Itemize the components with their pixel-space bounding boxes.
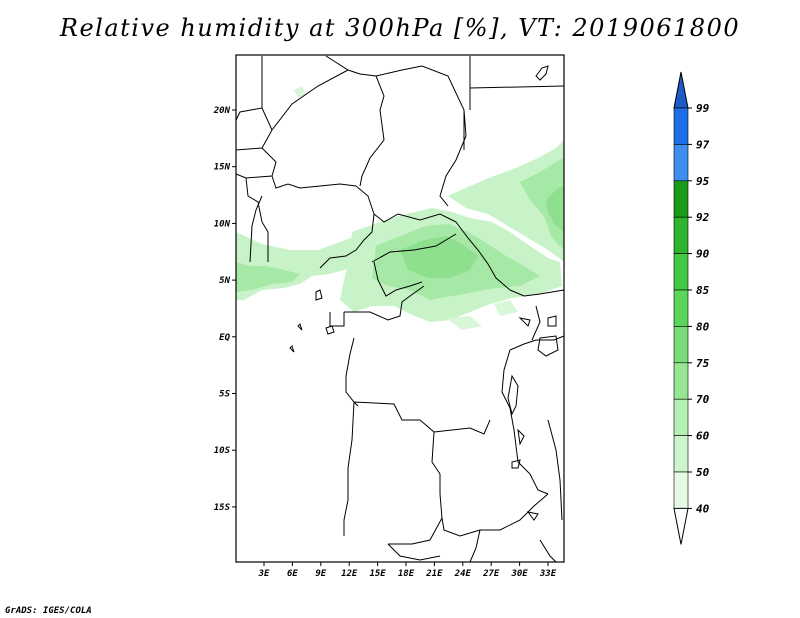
lon-label: 9E [315,569,326,579]
lon-label: 27E [482,569,500,579]
country-borders [235,55,565,563]
colorbar-swatch [673,362,689,400]
lon-label: 18E [398,569,415,579]
colorbar-swatch [673,326,689,364]
lat-label: 15S [214,503,231,513]
colorbar-label: 70 [696,393,710,406]
lon-label: 33E [539,569,557,579]
lon-label: 15E [369,569,386,579]
latitude-axis: 20N 15N 10N 5N EQ 5S 10S 15S [213,106,236,513]
colorbar-swatch [673,398,689,436]
colorbar: 99 97 95 92 90 85 80 75 70 60 50 40 [673,71,710,545]
colorbar-swatch [673,289,689,327]
colorbar-bottom-arrow [673,507,689,545]
lat-label: 10N [214,219,231,229]
colorbar-swatch [673,471,689,509]
humidity-area-northeast-core [520,158,564,250]
lat-label: 20N [213,106,231,116]
lon-label: 21E [425,569,443,579]
colorbar-label: 85 [696,284,710,297]
colorbar-swatch [673,107,689,145]
lon-label: 6E [287,569,298,579]
lakes-islands [289,65,559,521]
lat-label: 5S [219,390,230,400]
colorbar-swatch [673,253,689,291]
lon-label: 30E [510,569,528,579]
lat-label: 15N [214,163,231,173]
humidity-shading [236,86,564,330]
humidity-area-west-coast-core [236,262,300,292]
colorbar-label: 99 [696,102,710,115]
lat-label: 10S [214,446,231,456]
colorbar-top-arrow [673,71,689,109]
lon-label: 24E [454,569,472,579]
humidity-area-central-inner [400,236,478,278]
map-title: Relative humidity at 300hPa [%], VT: 201… [59,14,741,42]
colorbar-label: 90 [696,248,710,261]
humidity-area-scatter-2 [446,316,482,330]
colorbar-label: 40 [696,502,710,515]
colorbar-label: 92 [696,211,710,224]
colorbar-label: 97 [696,138,710,151]
colorbar-label: 50 [696,466,710,479]
colorbar-swatch [673,435,689,473]
longitude-axis: 3E 6E 9E 12E 15E 18E 21E 24E 27E 30E 33E [258,562,557,579]
colorbar-swatch [673,180,689,218]
colorbar-swatch [673,144,689,182]
map-frame [235,54,565,563]
humidity-area-scatter-3 [494,300,518,316]
colorbar-label: 95 [696,175,710,188]
lon-label: 3E [258,569,270,579]
colorbar-label: 75 [696,357,710,370]
credit-text: GrADS: IGES/COLA [5,606,92,616]
lat-label: EQ [219,333,230,343]
humidity-area-scatter-1 [294,86,306,98]
colorbar-swatch [673,216,689,254]
lat-label: 5N [219,276,230,286]
humidity-area-northeast [448,140,564,262]
lon-label: 12E [341,569,358,579]
colorbar-label: 80 [696,320,710,333]
colorbar-label: 60 [696,430,710,443]
humidity-area-northeast-inner [546,186,564,232]
